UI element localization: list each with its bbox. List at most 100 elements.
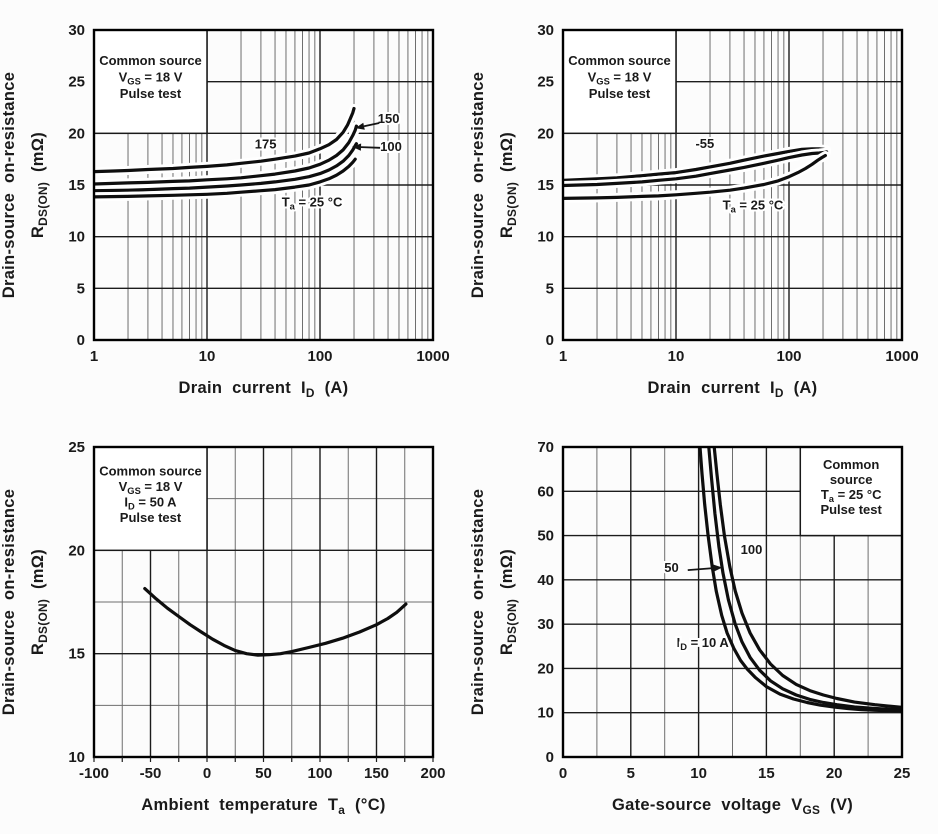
chart-rdson-vs-gate-source-voltage: Common source Ta = 25 °C Pulse test 50 100 ID … [469, 417, 938, 834]
conditions-text: VGS = 18 V [119, 70, 183, 87]
curve-175 [94, 106, 356, 174]
x-axis-title: Gate-source voltage VGS (V) [612, 796, 853, 817]
x-tick-label: 10 [690, 765, 707, 782]
x-tick-label: 100 [307, 348, 332, 365]
y-tick-label: 0 [546, 332, 554, 349]
y-tick-label: 20 [537, 660, 554, 677]
conditions-text: Common [823, 457, 879, 472]
label-arrow [363, 122, 380, 128]
x-tick-label: 100 [776, 348, 801, 365]
y-tick-label: 0 [77, 332, 85, 349]
conditions-text: Pulse test [820, 502, 882, 517]
curve--55 [563, 147, 829, 182]
y-tick-label: 20 [68, 542, 85, 559]
x-tick-label: 0 [559, 765, 567, 782]
curve-50A [143, 587, 408, 657]
curve-label: ID = 10 A [677, 636, 730, 653]
x-axis-title: Ambient temperature Ta (°C) [141, 796, 385, 817]
conditions-text: Common source [568, 54, 671, 69]
y-axis-title-line1: Drain-source on-resistance [469, 72, 487, 298]
y-tick-label: 60 [537, 483, 554, 500]
x-tick-label: 100 [307, 765, 332, 782]
x-tick-label: 150 [364, 765, 389, 782]
curve-label: 175 [255, 137, 277, 152]
y-tick-label: 50 [537, 528, 554, 545]
x-tick-label: 25 [894, 765, 911, 782]
y-tick-label: 30 [537, 22, 554, 39]
curve-label: 50 [664, 560, 678, 575]
x-tick-label: 1000 [885, 348, 918, 365]
label-arrow [687, 567, 714, 572]
conditions-box [799, 446, 903, 537]
curves-layer [698, 447, 902, 713]
y-tick-label: 25 [537, 74, 554, 91]
x-axis-title: Drain current ID (A) [648, 379, 818, 400]
y-tick-label: 30 [537, 616, 554, 633]
x-tick-label: 10 [668, 348, 685, 365]
y-tick-label: 5 [546, 280, 554, 297]
curve-100 [94, 142, 358, 193]
curve-10 [698, 447, 902, 713]
y-tick-label: 0 [546, 749, 554, 766]
chart-rdson-vs-ambient-temperature: Common source VGS = 18 V ID = 50 A Pulse te… [0, 417, 469, 834]
x-axis-title: Drain current ID (A) [179, 379, 349, 400]
x-tick-label: 50 [255, 765, 272, 782]
y-tick-label: 15 [537, 177, 554, 194]
curve-label: Ta = 25 °C [723, 198, 784, 215]
y-axis-title-line1: Drain-source on-resistance [0, 489, 18, 715]
plot-border [561, 445, 904, 759]
curve-25 [563, 153, 827, 200]
x-tick-label: -100 [79, 765, 109, 782]
y-tick-label: 20 [68, 125, 85, 142]
curve-25 [94, 157, 357, 199]
x-tick-label: 15 [758, 765, 775, 782]
x-tick-label: 5 [627, 765, 635, 782]
y-axis-title-line2: RDS(ON) (mΩ) [498, 549, 519, 655]
y-tick-label: 15 [68, 646, 85, 663]
conditions-text: VGS = 18 V [588, 70, 652, 87]
arrowhead [352, 143, 362, 151]
x-tick-label: 1 [559, 348, 567, 365]
y-axis-title-line1: Drain-source on-resistance [469, 489, 487, 715]
y-tick-label: 5 [77, 280, 85, 297]
y-axis-title-line2: RDS(ON) (mΩ) [498, 132, 519, 238]
y-tick-label: 25 [68, 439, 85, 456]
y-tick-label: 10 [68, 229, 85, 246]
y-tick-label: 30 [68, 22, 85, 39]
y-tick-label: 25 [68, 74, 85, 91]
curves-layer [563, 144, 832, 203]
x-tick-label: -50 [140, 765, 162, 782]
conditions-text: Common source [99, 464, 202, 479]
curves-layer [94, 104, 361, 202]
y-tick-label: 20 [537, 125, 554, 142]
label-arrow [360, 146, 381, 149]
curve-150 [94, 124, 358, 186]
y-tick-label: 15 [68, 177, 85, 194]
curve-50 [707, 447, 902, 712]
y-tick-label: 70 [537, 439, 554, 456]
x-tick-label: 10 [199, 348, 216, 365]
x-tick-label: 1000 [416, 348, 449, 365]
y-tick-label: 40 [537, 572, 554, 589]
y-tick-label: 10 [68, 749, 85, 766]
conditions-text: Ta = 25 °C [821, 487, 882, 504]
chart-rdson-vs-drain-current-low-temp: Common source VGS = 18 V Pulse test -55 Ta =… [469, 0, 938, 417]
plot-border [561, 28, 904, 342]
plot-border [92, 28, 435, 342]
conditions-text: Common source [99, 54, 202, 69]
conditions-box [562, 29, 677, 135]
curve--25 [563, 150, 829, 188]
conditions-box [93, 446, 208, 552]
conditions-text: VGS = 18 V [119, 479, 183, 496]
conditions-text: Pulse test [120, 87, 182, 102]
curve-label: 100 [741, 543, 763, 558]
y-axis-title-line2: RDS(ON) (mΩ) [29, 549, 50, 655]
curve-100 [712, 447, 902, 709]
curves-layer [143, 587, 408, 657]
x-tick-label: 1 [90, 348, 98, 365]
y-axis-title-line2: RDS(ON) (mΩ) [29, 132, 50, 238]
